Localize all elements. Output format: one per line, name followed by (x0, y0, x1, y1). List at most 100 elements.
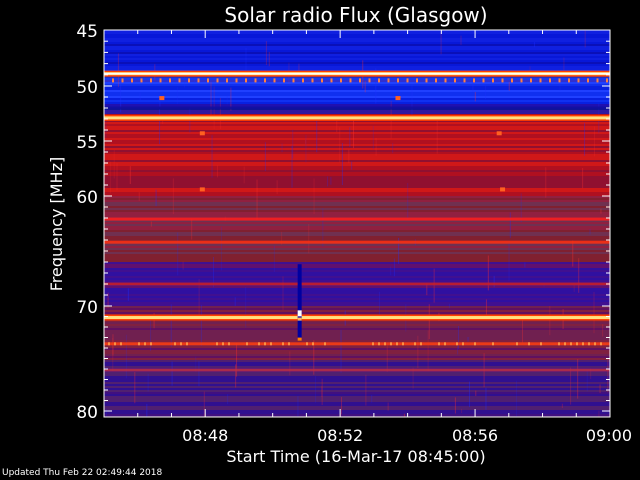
noise-streak (428, 304, 430, 340)
spectrum-row (104, 232, 610, 234)
y-tick-label: 60 (76, 188, 98, 208)
spectrum-row (104, 54, 610, 56)
spectrum-row (104, 404, 610, 406)
x-axis-label: Start Time (16-Mar-17 08:45:00) (226, 447, 485, 466)
dot-mark (245, 78, 247, 83)
noise-streak (203, 391, 205, 417)
noise-streak (584, 122, 586, 156)
noise-streak (297, 396, 299, 417)
spectrum-row (104, 188, 610, 190)
dot-mark (264, 78, 266, 83)
dot-mark (444, 342, 446, 346)
spectrum-row (104, 392, 610, 394)
dot-mark (390, 342, 392, 346)
dot-mark (108, 342, 110, 346)
dot-mark (368, 78, 371, 83)
dot-mark (222, 342, 224, 346)
y-tick-label: 45 (76, 22, 98, 42)
spectrum-row (104, 304, 610, 306)
dot-mark (311, 78, 314, 83)
spot-3 (199, 187, 205, 192)
noise-streak (353, 118, 355, 149)
noise-streak (379, 291, 381, 318)
dot-mark (387, 78, 390, 83)
dot-mark (414, 342, 416, 346)
noise-streak (147, 373, 149, 392)
noise-streak (407, 183, 409, 221)
noise-streak (522, 317, 524, 343)
spectrum-row (104, 162, 610, 164)
spectrum-row (104, 206, 610, 208)
spectrum-row (104, 158, 610, 160)
noise-streak (590, 368, 592, 380)
dot-mark (321, 78, 323, 83)
dot-mark (292, 78, 295, 83)
spectrum-row (104, 294, 610, 296)
noise-streak (485, 85, 487, 100)
spectrum-row (104, 414, 610, 416)
noise-streak (198, 279, 200, 321)
dot-mark (140, 78, 143, 83)
noise-streak (573, 284, 575, 292)
spectrum-row (104, 186, 610, 188)
minor-band-4 (104, 342, 610, 346)
noise-streak (243, 166, 245, 184)
noise-streak (598, 410, 600, 417)
noise-streak (448, 303, 450, 309)
spectrum-row (104, 148, 610, 150)
noise-streak (176, 86, 178, 105)
spectrum-row (104, 332, 610, 334)
spectrum-row (104, 350, 610, 352)
noise-streak (316, 117, 318, 153)
dot-mark (120, 342, 122, 346)
spectrum-row (104, 62, 610, 64)
noise-streak (533, 42, 535, 48)
dot-mark (226, 78, 228, 83)
spectrum-row (104, 56, 610, 58)
burst-hot (297, 317, 302, 321)
noise-streak (493, 275, 495, 288)
spectrum-row (104, 132, 610, 134)
noise-streak (305, 139, 307, 144)
noise-streak (586, 370, 588, 392)
spectrum-row (104, 134, 610, 136)
spectrum-row (104, 44, 610, 46)
spectrum-row (104, 406, 610, 408)
noise-streak (281, 143, 283, 153)
dot-mark (174, 342, 176, 346)
noise-streak (589, 229, 591, 235)
dot-mark (150, 78, 152, 83)
dot-mark (378, 342, 380, 346)
spectrum-row (104, 376, 610, 378)
spectrum-row (104, 64, 610, 66)
spectrum-row (104, 100, 610, 102)
y-tick-label: 50 (76, 78, 98, 98)
spectrum-row (104, 260, 610, 262)
spectrum-row (104, 238, 610, 240)
spectrum-row (104, 112, 610, 114)
spectrum-row (104, 278, 610, 280)
noise-streak (508, 241, 510, 281)
noise-streak (230, 87, 232, 111)
spectrum-row (104, 384, 610, 386)
dot-mark (372, 342, 374, 346)
dot-mark (254, 78, 257, 83)
noise-streak (371, 394, 373, 403)
noise-streak (105, 408, 107, 417)
noise-streak (308, 223, 310, 254)
noise-streak (386, 345, 388, 372)
noise-streak (427, 330, 429, 372)
spectrum-row (104, 144, 610, 146)
dot-mark (302, 78, 304, 83)
noise-streak (139, 92, 141, 101)
dot-mark (587, 78, 589, 83)
noise-streak (107, 292, 109, 308)
dot-mark (516, 342, 518, 346)
noise-streak (509, 212, 511, 238)
dot-mark (425, 78, 428, 83)
dot-mark (564, 342, 566, 346)
spectrum-row (104, 154, 610, 156)
x-tick-label: 08:48 (182, 426, 228, 445)
noise-streak (365, 374, 367, 406)
noise-streak (159, 100, 161, 107)
